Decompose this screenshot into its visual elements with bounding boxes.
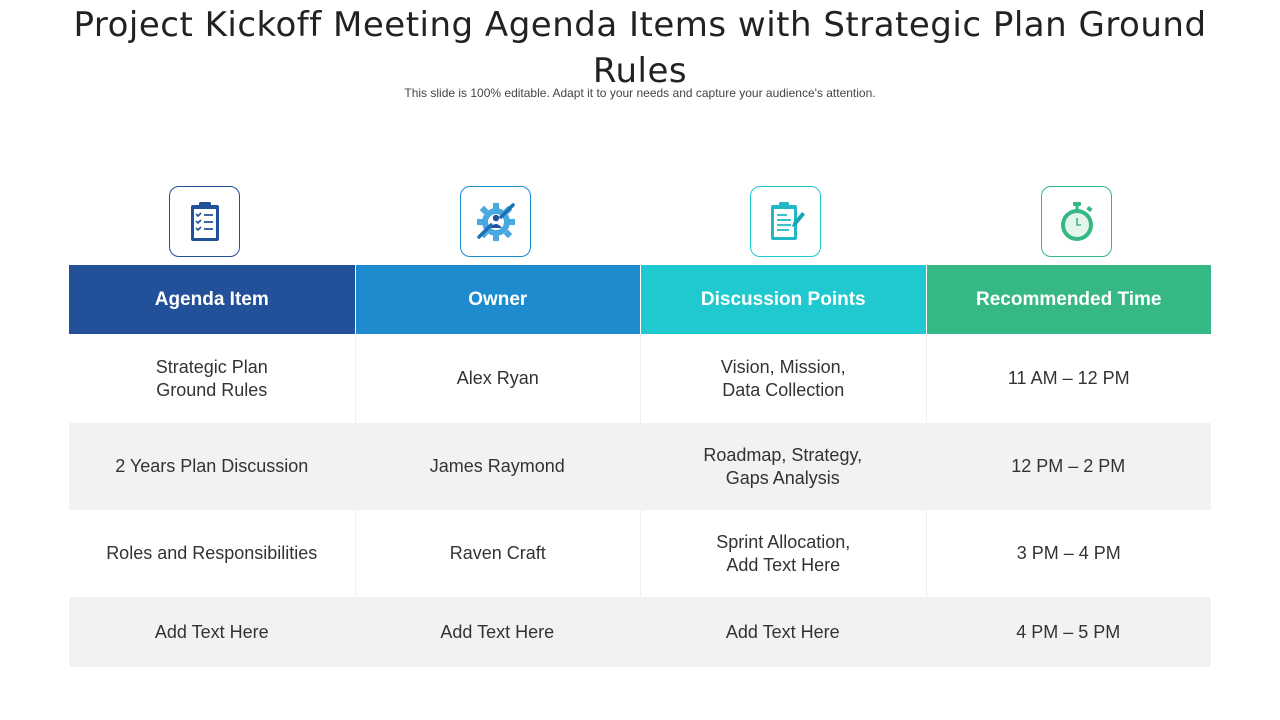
table-cell: 11 AM – 12 PM [925,334,1212,423]
table-row: Strategic Plan Ground Rules Alex Ryan Vi… [69,334,1211,423]
table-cell: Add Text Here [725,621,840,642]
table-cell: 12 PM – 2 PM [1011,456,1126,476]
agenda-table: Agenda Item Owner Discussion Points Reco… [69,265,1211,667]
header-owner: Owner [354,265,640,334]
agenda-icon-box [169,186,240,257]
header-recommended-time: Recommended Time [925,265,1211,334]
table-cell: 4 PM – 5 PM [1016,621,1121,642]
table-row: Add Text Here Add Text Here Add Text Her… [69,597,1211,667]
table-cell: Add Text Here [440,621,555,642]
table-cell: Alex Ryan [354,334,641,423]
table-cell: 2 Years Plan Discussion [115,456,309,476]
gear-wrench-person-icon [476,202,515,241]
table-row: Roles and Responsibilities Raven Craft S… [69,510,1211,597]
owner-icon-box [460,186,531,257]
header-agenda-item: Agenda Item [69,265,355,334]
table-cell: Vision, Mission, Data Collection [640,334,926,423]
table-cell: 3 PM – 4 PM [925,510,1212,597]
table-row: 2 Years Plan Discussion James Raymond Ro… [69,423,1211,510]
table-header: Agenda Item Owner Discussion Points Reco… [69,265,1211,334]
table-cell: Roles and Responsibilities [106,543,318,563]
stopwatch-icon [1060,201,1093,241]
table-cell: Roadmap, Strategy, Gaps Analysis [703,444,863,488]
table-cell: Add Text Here [154,621,269,642]
discussion-icon-box [750,186,821,257]
header-discussion-points: Discussion Points [640,265,926,334]
table-cell: Raven Craft [354,510,641,597]
checklist-clipboard-icon [190,201,219,241]
time-icon-box [1041,186,1112,257]
slide-subtitle: This slide is 100% editable. Adapt it to… [404,86,876,100]
table-cell: Sprint Allocation, Add Text Here [640,510,926,597]
table-cell: James Raymond [429,456,565,476]
document-edit-icon [770,201,805,240]
slide-title: Project Kickoff Meeting Agenda Items wit… [73,5,1207,91]
table-cell: Strategic Plan Ground Rules [155,356,268,400]
